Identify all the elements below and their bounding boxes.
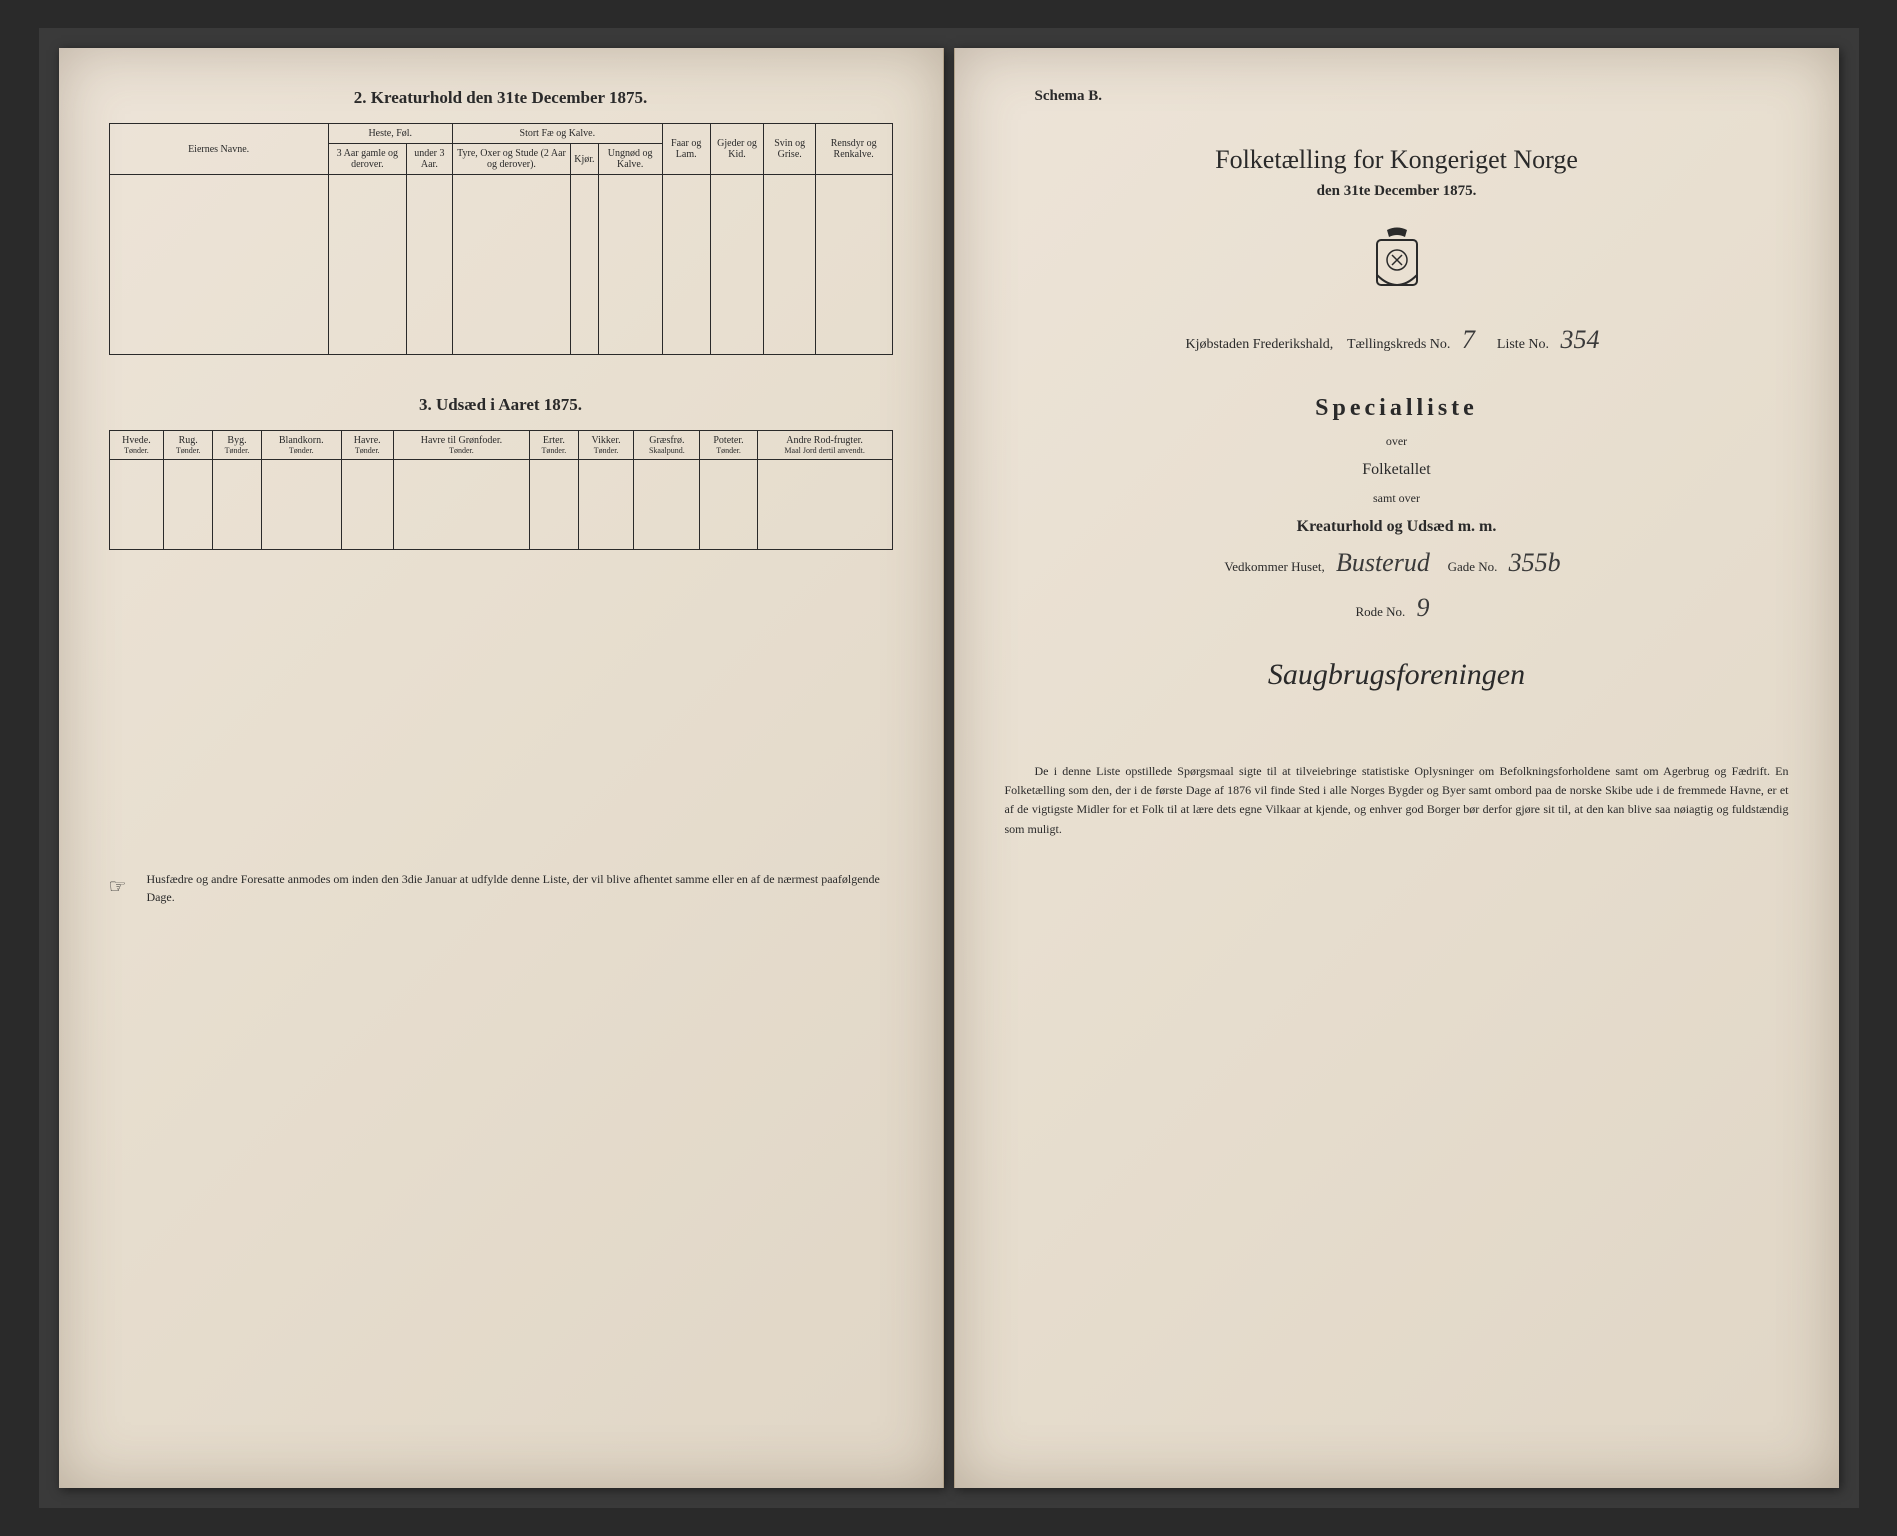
c8: Vikker.Tønder.: [578, 431, 634, 460]
kreatur: Kreaturhold og Udsæd m. m.: [1005, 518, 1789, 536]
col-pig: Svin og Grise.: [764, 124, 815, 175]
col-c2: Kjør.: [571, 144, 598, 175]
coat-of-arms-icon: [1367, 225, 1427, 295]
footnote: ☞ Husfædre og andre Foresatte anmodes om…: [109, 870, 893, 906]
grp-cattle: Stort Fæ og Kalve.: [452, 124, 662, 144]
house-label: Vedkommer Huset,: [1224, 559, 1324, 574]
gade-value: 355b: [1501, 548, 1569, 577]
table-udsaed: Hvede.Tønder. Rug.Tønder. Byg.Tønder. Bl…: [109, 430, 893, 550]
footnote-text: Husfædre og andre Foresatte anmodes om i…: [146, 870, 892, 906]
pointing-hand-icon: ☞: [109, 872, 127, 902]
col-owners: Eiernes Navne.: [109, 124, 328, 175]
c7: Erter.Tønder.: [530, 431, 579, 460]
rode-line: Rode No. 9: [1005, 593, 1789, 623]
gade-label: Gade No.: [1448, 559, 1498, 574]
table-row: [109, 460, 892, 550]
col-goat: Gjeder og Kid.: [710, 124, 764, 175]
col-c1: Tyre, Oxer og Stude (2 Aar og derover).: [452, 144, 570, 175]
col-c3: Ungnød og Kalve.: [598, 144, 662, 175]
c9: Græsfrø.Skaalpund.: [634, 431, 700, 460]
bottom-paragraph: De i denne Liste opstillede Spørgsmaal s…: [1005, 762, 1789, 839]
schema-label: Schema B.: [1035, 88, 1789, 105]
folketallet: Folketallet: [1005, 461, 1789, 479]
table-row: [109, 175, 892, 355]
c1: Hvede.Tønder.: [109, 431, 164, 460]
right-page: Schema B. Folketælling for Kongeriget No…: [954, 48, 1839, 1488]
rode-label: Rode No.: [1355, 604, 1405, 619]
district-line: Kjøbstaden Frederikshald, Tællingskreds …: [1005, 325, 1789, 355]
house-value: Busterud: [1328, 548, 1438, 577]
town-label: Kjøbstaden Frederikshald,: [1185, 337, 1333, 352]
c2: Rug.Tønder.: [164, 431, 213, 460]
list-label: Liste No.: [1497, 337, 1549, 352]
c10: Poteter.Tønder.: [700, 431, 757, 460]
over1: over: [1005, 434, 1789, 449]
col-h1: 3 Aar gamle og derover.: [328, 144, 406, 175]
col-sheep: Faar og Lam.: [662, 124, 710, 175]
list-value: 354: [1553, 325, 1608, 354]
section2-title: 2. Kreaturhold den 31te December 1875.: [109, 88, 893, 108]
c11: Andre Rod-frugter.Maal Jord dertil anven…: [757, 431, 892, 460]
c5: Havre.Tønder.: [341, 431, 393, 460]
book-spread: 2. Kreaturhold den 31te December 1875. E…: [39, 28, 1859, 1508]
rode-value: 9: [1409, 593, 1438, 622]
c4: Blandkorn.Tønder.: [261, 431, 341, 460]
samt-over: samt over: [1005, 491, 1789, 506]
specialliste: Specialliste: [1005, 395, 1789, 422]
sub-date: den 31te December 1875.: [1005, 183, 1789, 200]
house-line: Vedkommer Huset, Busterud Gade No. 355b: [1005, 548, 1789, 578]
c3: Byg.Tønder.: [213, 431, 262, 460]
table-kreaturhold: Eiernes Navne. Heste, Føl. Stort Fæ og K…: [109, 123, 893, 355]
main-title: Folketælling for Kongeriget Norge: [1005, 145, 1789, 175]
col-h2: under 3 Aar.: [406, 144, 452, 175]
section3-title: 3. Udsæd i Aaret 1875.: [109, 395, 893, 415]
grp-horses: Heste, Føl.: [328, 124, 452, 144]
left-page: 2. Kreaturhold den 31te December 1875. E…: [59, 48, 944, 1488]
col-rein: Rensdyr og Renkalve.: [815, 124, 892, 175]
district-label: Tællingskreds No.: [1347, 337, 1450, 352]
c6: Havre til Grønfoder.Tønder.: [393, 431, 529, 460]
district-value: 7: [1454, 325, 1483, 354]
signature: Saugbrugsforeningen: [1005, 658, 1789, 692]
